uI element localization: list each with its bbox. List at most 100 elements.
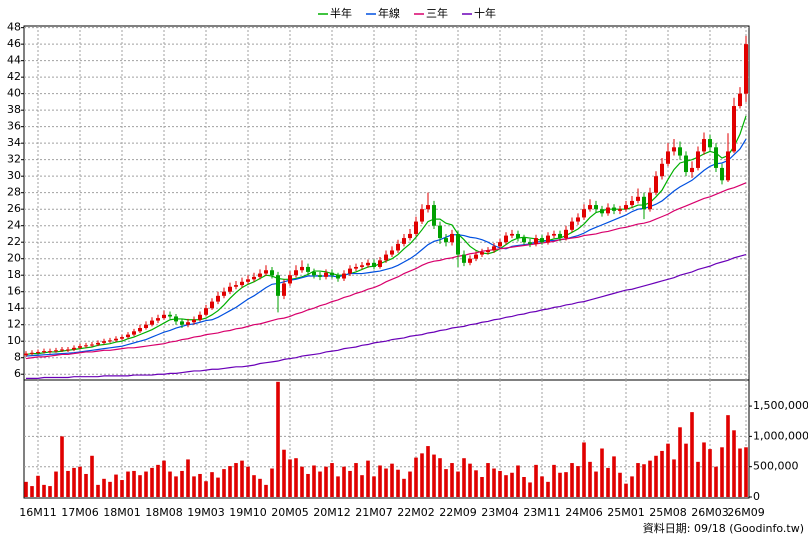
y-tick-label: 24 [7,219,21,232]
x-tick-label: 23M04 [481,506,519,519]
candle-body [588,205,592,210]
candle-body [546,235,550,243]
candle-body [630,200,634,206]
y-tick-label: 48 [7,21,21,34]
volume-bar [222,469,226,497]
y-tick-label: 12 [7,318,21,331]
candle-body [606,207,610,214]
volume-bar [108,481,112,497]
ma-line [25,138,747,357]
y-tick-label: 40 [7,87,21,100]
volume-bar [672,459,676,497]
y-tick-label: 38 [7,103,21,116]
candle-body [144,324,148,329]
volume-bar [606,467,610,497]
volume-bar [510,472,514,497]
volume-bar [54,471,58,497]
candle-body [306,266,310,272]
volume-bar [612,456,616,497]
volume-bar [372,476,376,497]
candle-body [228,286,232,292]
candle-body [534,238,538,244]
volume-bar [720,447,724,497]
candle-body [654,176,658,193]
candle-body [690,167,694,173]
candle-body [300,266,304,271]
volume-bar [570,463,574,497]
volume-bar [282,449,286,497]
candle-body [420,209,424,222]
candle-body [48,351,52,353]
y-tick-label: 34 [7,136,21,149]
candle-body [282,283,286,296]
candle-body [30,352,34,354]
volume-bar [306,473,310,497]
volume-bar [144,471,148,497]
candle-body [318,275,322,277]
legend-label: 三年 [426,6,448,20]
volume-bar [486,463,490,497]
volume-bar [708,449,712,497]
volume-bar [342,466,346,497]
candle-body [708,139,712,148]
candle-body [324,272,328,277]
candle-body [492,246,496,251]
volume-bar [666,443,670,497]
candle-body [564,229,568,239]
candle-body [108,340,112,342]
candle-body [594,205,598,210]
x-tick-label: 22M02 [397,506,435,519]
volume-bar [132,470,136,497]
candle-body [180,321,184,325]
volume-bar [558,472,562,497]
volume-bar [522,476,526,497]
y2-tick-label: 0 [753,490,760,503]
x-tick-label: 21M07 [355,506,393,519]
volume-bar [702,442,706,497]
y-tick-label: 6 [14,367,21,380]
volume-bar [198,473,202,497]
candle-body [36,351,40,353]
candle-body [660,163,664,177]
volume-bar [474,470,478,497]
volume-bar [378,465,382,497]
candle-body [642,196,646,210]
candle-body [504,235,508,243]
candle-body [288,275,292,284]
candle-body [210,301,214,309]
volume-bar [48,486,52,497]
candle-body [222,291,226,296]
candle-body [96,342,100,345]
x-tick-label: 18M01 [103,506,141,519]
candle-body [246,279,250,282]
volume-bar [216,477,220,497]
candle-body [276,275,280,296]
volume-bar [360,475,364,497]
legend-label: 半年 [330,6,352,20]
volume-bar [618,472,622,497]
candle-body [102,341,106,343]
candle-body [198,314,202,320]
candle-body [402,238,406,244]
volume-bar [732,430,736,497]
y-tick-label: 46 [7,37,21,50]
legend-label: 年線 [378,6,400,20]
volume-bar [624,483,628,497]
candle-body [414,221,418,234]
volume-bar [450,463,454,497]
candle-body [312,271,316,276]
volume-bar [588,461,592,497]
candle-body [342,273,346,279]
candle-body [540,238,544,243]
candle-body [366,262,370,266]
volume-bar [438,458,442,497]
volume-bar [462,458,466,497]
volume-bar [24,481,28,497]
volume-bar [210,472,214,497]
x-tick-label: 25M01 [607,506,645,519]
candle-body [294,270,298,276]
candle-body [702,139,706,152]
candle-body [726,151,730,181]
volume-bar [684,443,688,497]
